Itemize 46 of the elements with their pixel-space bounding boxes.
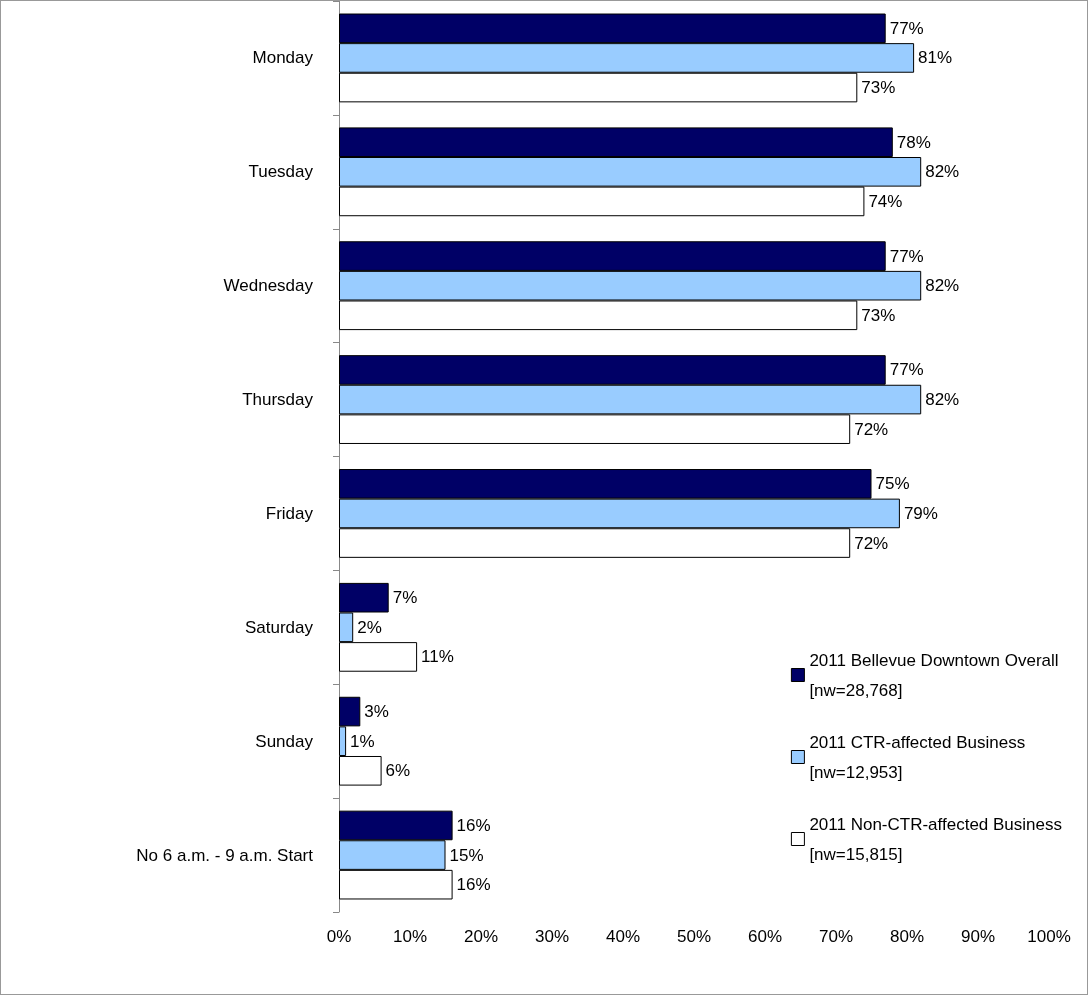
- data-label: 77%: [889, 18, 924, 38]
- x-tick-label: 100%: [1027, 927, 1071, 946]
- x-tick-label: 70%: [818, 927, 854, 946]
- data-label: 1%: [350, 731, 375, 751]
- x-tick-label: 90%: [960, 927, 996, 946]
- x-tick-label: 20%: [463, 927, 499, 946]
- data-label: 81%: [918, 48, 953, 68]
- y-tick-label: Thursday: [242, 390, 314, 410]
- data-label: 15%: [449, 845, 484, 865]
- data-label: 73%: [861, 78, 896, 98]
- data-label: 72%: [854, 533, 889, 553]
- x-tick-label: 40%: [605, 927, 641, 946]
- x-tick-label: 50%: [676, 927, 712, 946]
- data-label: 77%: [889, 360, 924, 380]
- x-tick-label: 80%: [889, 927, 925, 946]
- data-label: 2%: [357, 617, 382, 637]
- x-tick-label: 30%: [534, 927, 570, 946]
- data-label: 7%: [392, 588, 418, 608]
- data-label: 72%: [854, 419, 889, 439]
- data-label: 75%: [875, 474, 910, 494]
- data-label: 11%: [421, 647, 454, 667]
- legend-label: 2011 Non-CTR-affected Business [nw=15,815]: [809, 814, 1062, 864]
- data-label: 6%: [385, 761, 411, 781]
- x-tick-label: 0%: [326, 927, 352, 946]
- y-tick-label: No 6 a.m. - 9 a.m. Start: [136, 845, 314, 865]
- data-label: 82%: [925, 276, 960, 296]
- y-tick-label: Sunday: [255, 731, 314, 751]
- y-tick-label: Friday: [265, 503, 314, 523]
- data-label: 73%: [861, 305, 896, 325]
- data-label: 82%: [925, 162, 960, 182]
- x-tick-label: 10%: [392, 927, 428, 946]
- y-tick-label: Saturday: [244, 617, 314, 637]
- y-tick-label: Wednesday: [223, 276, 314, 296]
- data-label: 16%: [456, 815, 491, 835]
- data-label: 82%: [925, 390, 960, 410]
- y-tick-label: Tuesday: [248, 162, 314, 182]
- x-tick-label: 60%: [747, 927, 783, 946]
- legend-label: 2011 Bellevue Downtown Overall [nw=28,768]: [809, 650, 1059, 700]
- legend-label: 2011 CTR-affected Business [nw=12,953]: [809, 732, 1026, 782]
- data-label: 78%: [896, 132, 931, 152]
- data-label: 3%: [364, 702, 389, 722]
- data-label: 79%: [903, 503, 938, 523]
- data-label: 77%: [889, 246, 924, 266]
- y-tick-label: Monday: [252, 48, 314, 68]
- data-label: 16%: [456, 875, 491, 895]
- data-label: 74%: [868, 191, 903, 211]
